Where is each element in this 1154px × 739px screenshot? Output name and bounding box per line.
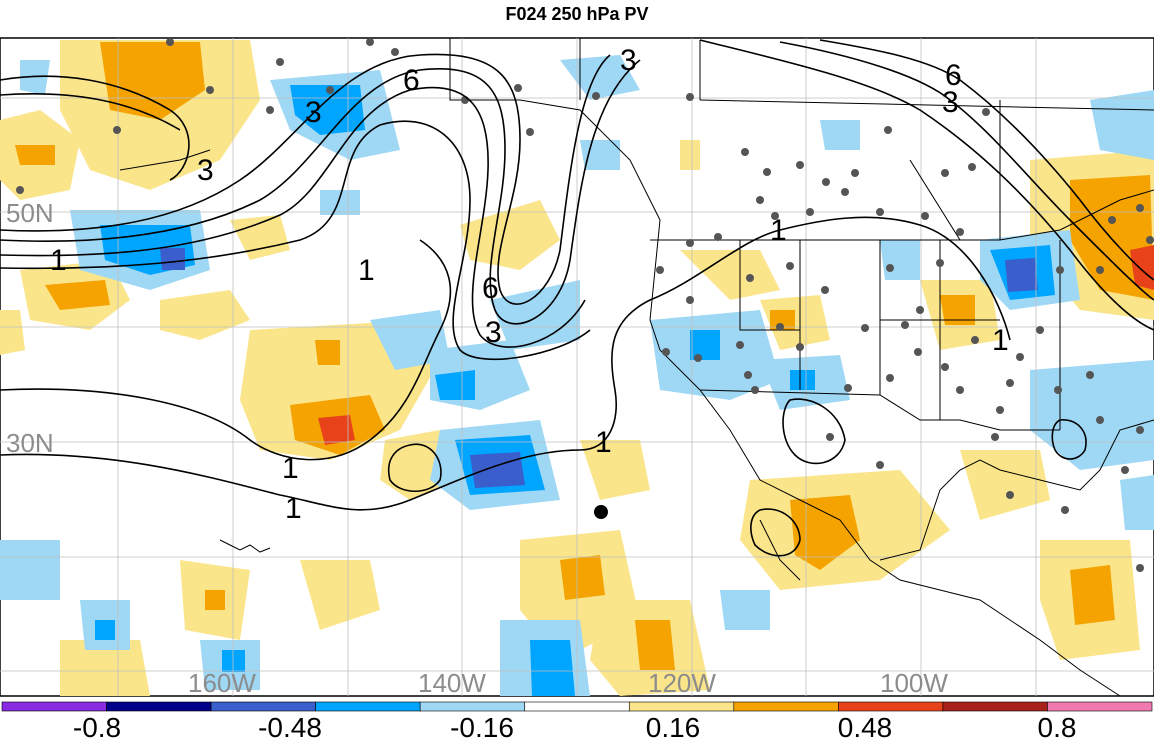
colorbar-swatch (838, 701, 944, 712)
target-point (594, 505, 608, 519)
colorbar-swatch (733, 701, 839, 712)
contour-label: 3 (485, 316, 502, 349)
lon-label-120w: 120W (648, 668, 716, 698)
lon-label-100w: 100W (880, 668, 948, 698)
colorbar-ticks: -0.8 -0.48 -0.16 0.16 0.48 0.8 (73, 712, 1077, 739)
pv-contours (0, 39, 1154, 557)
colorbar-tick: 0.48 (838, 712, 893, 739)
colorbar-tick: -0.8 (73, 712, 121, 739)
graticule (0, 38, 1154, 696)
lon-label-140w: 140W (418, 668, 486, 698)
contour-label: 1 (358, 254, 375, 287)
contour-label: 1 (50, 244, 67, 277)
colorbar-tick: -0.48 (258, 712, 322, 739)
contour-label: 1 (992, 324, 1009, 357)
contour-label: 6 (403, 64, 420, 97)
colorbar-swatch (419, 701, 526, 712)
axis-labels: 50N 30N 160W 140W 120W 100W (6, 198, 948, 698)
colorbar-tick: 0.8 (1038, 712, 1077, 739)
contour-label: 6 (482, 272, 499, 305)
contour-label: 6 (945, 59, 962, 92)
colorbar-swatch (315, 701, 421, 712)
colorbar-swatch (524, 701, 630, 712)
contour-label: 1 (285, 492, 302, 525)
colorbar: -0.8 -0.48 -0.16 0.16 0.48 0.8 (1, 701, 1153, 739)
lat-label-50n: 50N (6, 198, 54, 228)
pv-map: 1 1 1 1 1 1 1 3 3 3 3 3 6 6 6 50N 30N 16… (0, 37, 1154, 698)
positive-anomalies-peak (318, 245, 1154, 445)
contour-label: 3 (620, 44, 637, 77)
lat-label-30n: 30N (6, 428, 54, 458)
contour-label: 1 (770, 214, 787, 247)
contour-label: 1 (595, 426, 612, 459)
colorbar-swatch (942, 701, 1048, 712)
contour-labels: 1 1 1 1 1 1 1 3 3 3 3 3 6 6 6 (50, 44, 1009, 525)
map-title: F024 250 hPa PV (505, 4, 649, 24)
colorbar-swatch (1047, 701, 1153, 712)
colorbar-tick: 0.16 (646, 712, 701, 739)
colorbar-swatch (210, 701, 316, 712)
positive-anomalies-strong (15, 42, 1154, 670)
colorbar-swatch (1, 701, 107, 712)
lon-label-160w: 160W (188, 668, 256, 698)
contour-label: 3 (305, 96, 322, 129)
colorbar-swatch (106, 701, 212, 712)
contour-label: 3 (197, 154, 214, 187)
colorbar-swatch (628, 701, 735, 712)
colorbar-swatches (1, 701, 1153, 712)
colorbar-tick: -0.16 (450, 712, 514, 739)
contour-label: 3 (942, 86, 959, 119)
contour-label: 1 (282, 452, 299, 485)
